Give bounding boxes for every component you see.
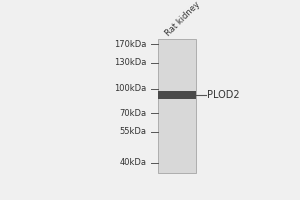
Text: 130kDa: 130kDa [114,58,147,67]
Text: 55kDa: 55kDa [120,127,147,136]
Bar [158,39,196,173]
Text: 170kDa: 170kDa [114,40,147,49]
Bar [158,91,196,99]
Text: 100kDa: 100kDa [115,84,147,93]
Text: 40kDa: 40kDa [120,158,147,167]
Text: 70kDa: 70kDa [120,109,147,118]
Text: Rat kidney: Rat kidney [164,0,202,38]
Text: PLOD2: PLOD2 [207,90,240,100]
